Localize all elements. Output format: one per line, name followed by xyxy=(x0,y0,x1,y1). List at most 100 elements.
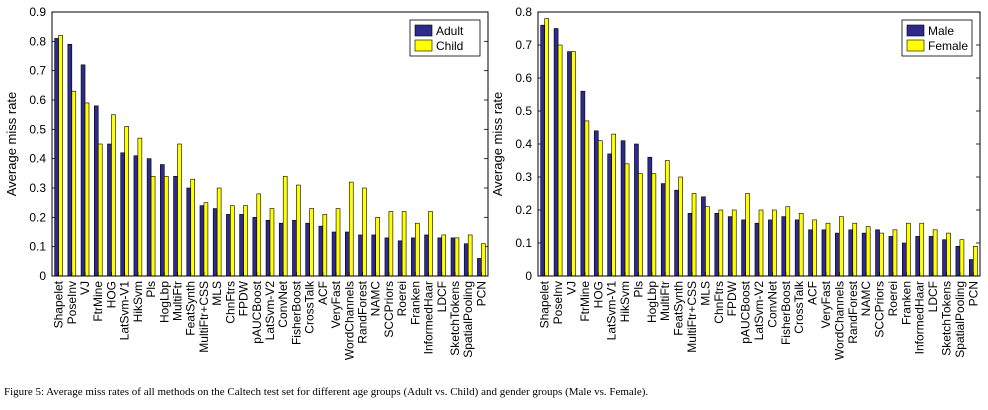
bar-adult-hiksvm xyxy=(133,155,139,277)
x-tick-label: InformedHaar xyxy=(422,281,436,354)
x-tick-label: VeryFast xyxy=(819,280,833,328)
bar-child-multiftr xyxy=(177,143,182,277)
bar-adult-convnet xyxy=(278,222,284,277)
bar-female-multiftr+css xyxy=(691,193,697,277)
x-tick-label: FtrMine xyxy=(91,281,105,322)
bar-child-spatialpooling xyxy=(467,234,473,277)
bar-adult-spatialpooling xyxy=(463,243,469,277)
bar-male-ftrmine xyxy=(580,90,586,277)
y-tick-label: 0.8 xyxy=(29,34,46,48)
y-tick-label: 0.2 xyxy=(515,203,532,217)
x-tick-label: FPDW xyxy=(237,280,251,316)
x-tick-label: FPDW xyxy=(725,280,739,316)
x-tick-label: ConvNet xyxy=(276,280,290,327)
bar-male-poseinv xyxy=(553,28,559,277)
x-tick-label: FeatSynth xyxy=(184,281,198,336)
bar-male-veryfast xyxy=(821,229,827,277)
x-tick-label: ACF xyxy=(316,281,330,305)
bar-adult-sccpriors xyxy=(384,237,390,277)
bar-female-acf xyxy=(812,219,817,277)
x-tick-label: SketchTokens xyxy=(940,281,954,356)
bar-adult-ftrmine xyxy=(93,105,99,277)
bar-adult-acf xyxy=(318,225,324,277)
bar-male-namc xyxy=(861,232,867,277)
bar-male-spatialpooling xyxy=(955,246,961,277)
x-tick-label: CrossTalk xyxy=(792,280,806,334)
x-tick-label: PCN xyxy=(966,281,980,306)
y-tick-label: 0 xyxy=(39,269,46,283)
bar-male-multiftr xyxy=(660,183,666,277)
bar-child-multiftr+css xyxy=(203,202,209,277)
bar-adult-wordchannels xyxy=(345,231,350,277)
x-tick-label: Franken xyxy=(899,281,913,325)
y-tick-label: 0 xyxy=(525,269,532,283)
x-tick-label: FtrMine xyxy=(578,281,592,322)
bar-male-franken xyxy=(902,242,907,277)
x-tick-label: MultiFtr xyxy=(171,281,185,321)
legend-label-child: Child xyxy=(436,39,463,53)
x-tick-label: Pls xyxy=(631,281,645,298)
x-tick-label: CrossTalk xyxy=(303,280,317,334)
x-tick-label: SketchTokens xyxy=(448,281,462,356)
x-tick-label: Shapelet xyxy=(52,280,66,328)
x-tick-label: HogLbp xyxy=(157,281,171,323)
x-tick-label: SCCPriors xyxy=(382,281,396,338)
plot-frame xyxy=(537,11,981,277)
bar-male-fpdw xyxy=(727,216,733,277)
bar-adult-fisherboost xyxy=(292,219,297,277)
bar-female-wordchannels xyxy=(839,216,844,277)
bar-child-featsynth xyxy=(190,178,195,277)
x-tick-label: MultiFtr xyxy=(658,281,672,321)
x-tick-label: Shapelet xyxy=(538,280,552,328)
bar-adult-latsvm-v2 xyxy=(265,219,271,277)
bar-female-paucboost xyxy=(745,193,750,277)
x-tick-label: HogLbp xyxy=(645,281,659,323)
chart-panel-2: 0 0.1 0.2 0.3 0.4 0.5 0.6 0.7 0.8 Average miss ra… xyxy=(490,5,981,360)
y-axis-label: Average miss rate xyxy=(490,92,505,197)
bar-male-paucboost xyxy=(741,219,746,277)
bar-female-multiftr xyxy=(664,160,670,277)
bar-child-wordchannels xyxy=(348,181,354,277)
bar-male-latsvm-v1 xyxy=(607,153,612,277)
chart-panel-1: 0 0.1 0.2 0.3 0.4 0.5 0.6 0.7 0.8 0.9 Average miss… xyxy=(4,5,489,360)
x-tick-label: PoseInv xyxy=(551,281,565,324)
y-tick-label: 0.1 xyxy=(29,240,46,254)
bar-male-informedhaar xyxy=(915,236,921,277)
bar-female-sketchtokens xyxy=(946,232,951,277)
y-tick-label: 0.5 xyxy=(29,122,46,136)
bar-child-convnet xyxy=(282,175,288,277)
bar-female-veryfast xyxy=(825,222,831,277)
bar-male-fisherboost xyxy=(781,216,787,277)
bar-male-randforest xyxy=(848,229,854,277)
x-tick-label: LDCF xyxy=(926,281,940,312)
y-tick-label: 0.1 xyxy=(515,236,532,250)
figure-caption: Figure 5: Average miss rates of all meth… xyxy=(4,386,649,398)
bar-male-mls xyxy=(701,196,706,277)
bar-female-roerei xyxy=(892,229,898,277)
bar-female-hog xyxy=(597,140,603,277)
bar-male-pls xyxy=(634,143,639,277)
bar-child-chnftrs xyxy=(230,205,235,277)
y-tick-label: 0.6 xyxy=(29,93,46,107)
bar-male-hiksvm xyxy=(620,140,626,277)
bar-adult-multiftr xyxy=(173,175,178,277)
bar-male-convnet xyxy=(768,219,773,277)
y-tick-label: 0.4 xyxy=(515,137,532,151)
bar-female-latsvm-v1 xyxy=(611,133,616,277)
bar-adult-franken xyxy=(411,237,416,277)
bar-child-hoglbp xyxy=(164,175,169,277)
bar-child-fisherboost xyxy=(296,184,301,277)
bar-male-vj xyxy=(567,51,572,277)
x-tick-label: pAUCBoost xyxy=(250,280,264,343)
x-tick-label: LatSvm-V1 xyxy=(118,281,132,341)
bar-female-hoglbp xyxy=(651,173,657,277)
bar-adult-pcn xyxy=(477,258,482,277)
bar-adult-informedhaar xyxy=(424,234,429,277)
bar-adult-multiftr+css xyxy=(199,205,205,277)
bar-male-hoglbp xyxy=(647,156,653,277)
bar-child-veryfast xyxy=(335,208,341,277)
bar-male-hog xyxy=(593,130,599,277)
x-tick-label: PoseInv xyxy=(65,281,79,324)
bar-male-roerei xyxy=(888,236,894,277)
